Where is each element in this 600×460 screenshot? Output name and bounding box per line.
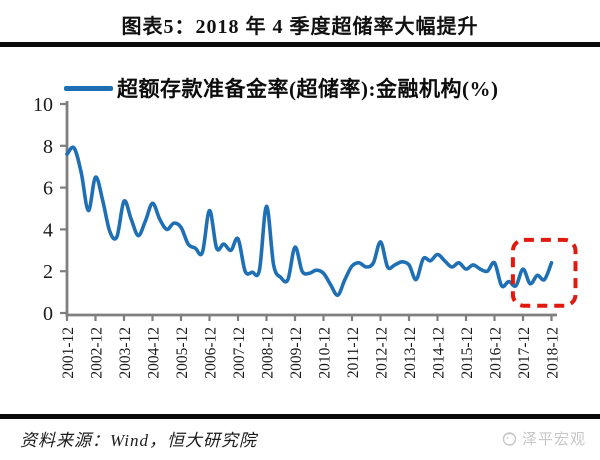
y-axis-ticks: 0 2 4 6 8 10 [33,94,67,325]
x-tick-label: 2008-12 [260,327,277,379]
zeping-macro-logo-icon [502,432,517,446]
x-tick-label: 2006-12 [203,327,220,379]
y-tick-label: 4 [43,219,53,241]
y-tick-label: 0 [43,303,53,325]
legend-label: 超额存款准备金率(超储率):金融机构(%) [117,77,499,101]
x-tick-label: 2011-12 [345,327,362,378]
x-tick-label: 2010-12 [317,327,334,379]
series-line [65,145,554,298]
y-tick-label: 2 [43,261,53,283]
x-tick-label: 2017-12 [516,327,533,379]
x-tick-label: 2002-12 [89,327,106,379]
x-tick-label: 2004-12 [146,327,163,379]
x-tick-label: 2012-12 [374,327,391,379]
x-tick-label: 2001-12 [60,327,77,379]
figure-title: 图表5：2018 年 4 季度超储率大幅提升 [121,16,479,38]
x-tick-label: 2003-12 [117,327,134,379]
x-tick-label: 2009-12 [288,327,305,379]
y-tick-label: 6 [43,178,53,200]
x-tick-label: 2005-12 [174,327,191,379]
x-tick-label: 2016-12 [488,327,505,379]
y-tick-label: 10 [33,94,53,116]
source-note: 资料来源：Wind，恒大研究院 [20,431,257,450]
watermark-text: 泽平宏观 [521,432,586,448]
x-tick-label: 2015-12 [459,327,476,379]
x-tick-label: 2013-12 [402,327,419,379]
chart-legend: 超额存款准备金率(超储率):金融机构(%) [64,73,498,103]
bottom-divider [0,414,600,419]
x-tick-label: 2014-12 [431,327,448,379]
x-axis-ticks: 2001-12 2002-12 2003-12 2004-12 2005-12 2006-… [60,315,562,379]
axes [65,101,557,317]
legend-line-swatch [64,85,113,91]
watermark: 泽平宏观 [501,428,586,449]
x-tick-label: 2018-12 [545,327,562,379]
x-tick-label: 2007-12 [231,327,248,379]
y-tick-label: 8 [43,136,53,158]
top-divider [0,42,600,47]
highlight-box [510,237,578,308]
